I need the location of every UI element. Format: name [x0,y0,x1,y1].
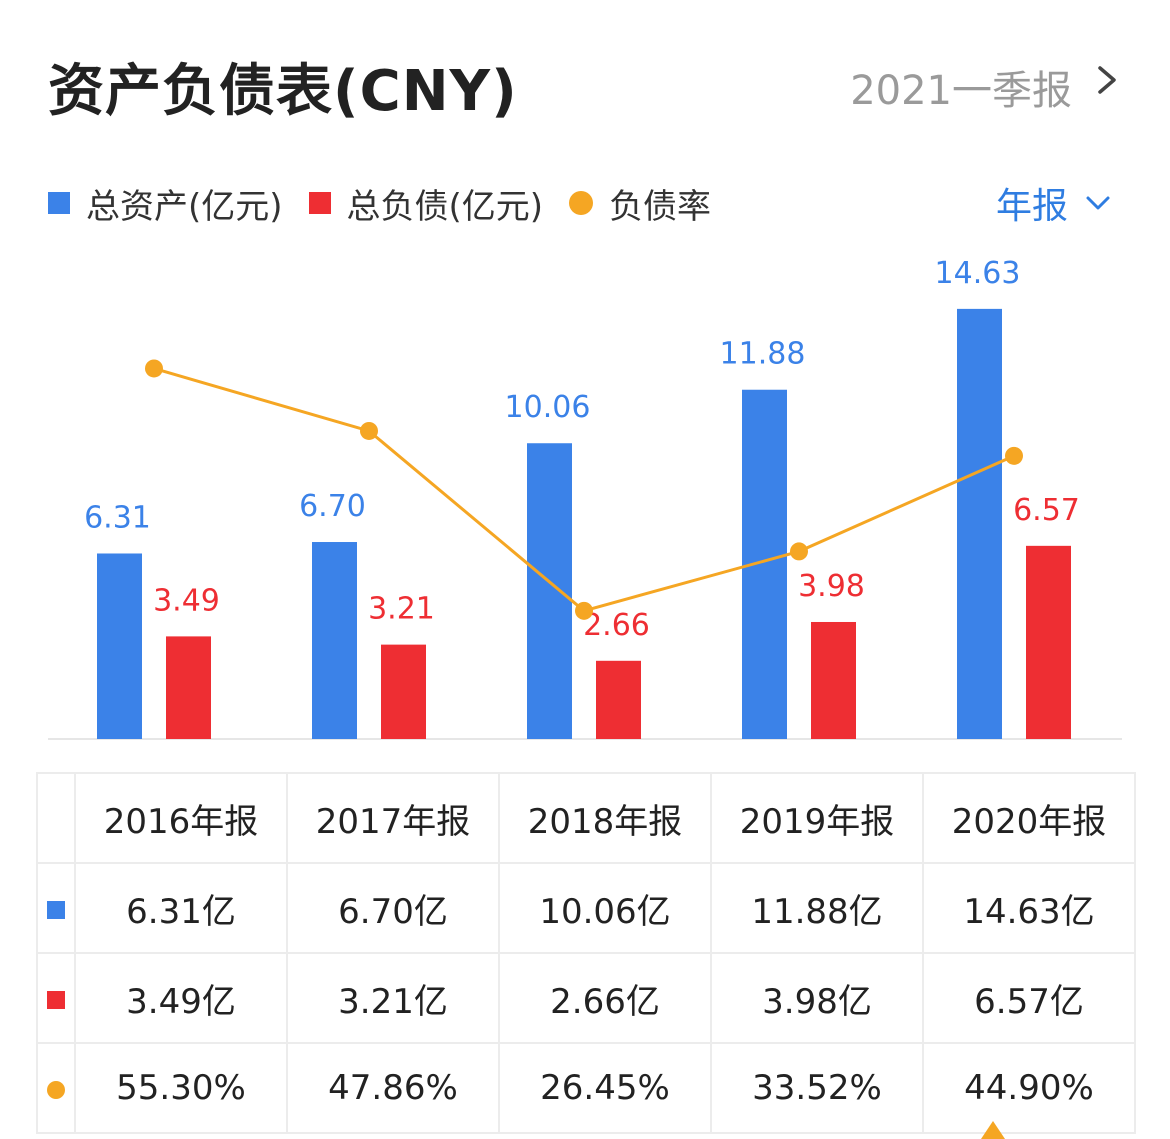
report-type-dropdown[interactable]: 年报 [996,178,1112,228]
liabilities-data-label: 3.21 [368,592,435,627]
table-cell: 3.49亿 [74,952,288,1044]
assets-data-label: 6.31 [84,500,151,535]
ratio-point [575,601,593,620]
chevron-right-icon[interactable] [1092,60,1122,100]
liabilities-swatch [308,192,331,214]
table-cell: 26.45% [498,1042,712,1134]
header: 资产负债表(CNY) 2021一季报 [0,0,1170,140]
assets-bar [312,542,357,739]
chart-legend: 总资产(亿元) 总负债(亿元) 负债率 [48,178,737,228]
liabilities-bar [1026,545,1071,739]
table-cell: 6.70亿 [286,862,500,954]
ratio-point [360,421,378,440]
legend-item-assets: 总资产(亿元) [48,179,283,228]
assets-row-marker [36,862,76,954]
table-cell: 14.63亿 [922,862,1136,954]
liabilities-bar [811,621,856,739]
assets-data-label: 10.06 [505,390,591,425]
ratio-point [145,359,163,378]
legend-item-ratio: 负债率 [569,179,711,228]
ratio-row-marker [36,1042,76,1134]
ratio-point [1005,446,1023,465]
assets-data-label: 6.70 [299,489,366,524]
liabilities-bar [381,644,426,739]
liabilities-data-label: 3.98 [798,569,865,604]
column-header: 2016年报 [74,772,288,864]
table-cell: 11.88亿 [710,862,924,954]
column-header: 2020年报 [922,772,1136,864]
ratio-swatch [569,191,594,215]
table-row-ratio: 55.30% 47.86% 26.45% 33.52% 44.90% [36,1042,1136,1134]
table-cell: 2.66亿 [498,952,712,1044]
legend-label-liabilities: 总负债(亿元) [346,186,544,227]
liabilities-data-label: 3.49 [153,583,220,618]
report-type-label: 年报 [995,186,1068,227]
legend-item-liabilities: 总负债(亿元) [308,179,544,228]
table-cell: 6.31亿 [74,862,288,954]
assets-data-label: 11.88 [720,337,806,372]
assets-bar [97,553,142,739]
legend-label-assets: 总资产(亿元) [86,186,283,227]
data-table: 2016年报 2017年报 2018年报 2019年报 2020年报 6.31亿… [36,772,1136,1134]
table-row-liabilities: 3.49亿 3.21亿 2.66亿 3.98亿 6.57亿 [36,952,1136,1044]
table-cell: 44.90% [922,1042,1136,1134]
table-cell: 3.98亿 [710,952,924,1044]
assets-bar [957,308,1002,739]
assets-swatch [48,192,70,214]
column-header: 2018年报 [498,772,712,864]
ratio-point [790,542,808,561]
page-title: 资产负债表(CNY) [48,59,518,124]
table-cell: 6.57亿 [922,952,1136,1044]
table-cell: 3.21亿 [286,952,500,1044]
report-period-selector[interactable]: 2021一季报 [850,68,1072,114]
liabilities-row-marker [36,952,76,1044]
liabilities-data-label: 2.66 [583,608,650,643]
column-header: 2017年报 [286,772,500,864]
liabilities-bar [166,636,211,739]
balance-sheet-chart: 6.31 3.49 6.70 3.21 10.06 2.66 11.88 3.98 14.63 6… [48,256,1122,740]
table-cell: 55.30% [74,1042,288,1134]
assets-bar [527,443,572,739]
column-header: 2019年报 [710,772,924,864]
table-cell: 33.52% [710,1042,924,1134]
table-corner [36,772,76,864]
liabilities-bar [596,660,641,739]
table-cell: 10.06亿 [498,862,712,954]
assets-data-label: 14.63 [935,256,1021,291]
table-cell: 47.86% [286,1042,500,1134]
liabilities-data-label: 6.57 [1013,493,1080,528]
table-row-assets: 6.31亿 6.70亿 10.06亿 11.88亿 14.63亿 [36,862,1136,954]
table-header-row: 2016年报 2017年报 2018年报 2019年报 2020年报 [36,772,1136,864]
chevron-down-icon [1086,196,1110,210]
selected-column-caret [981,1121,1005,1139]
legend-label-ratio: 负债率 [609,186,712,227]
